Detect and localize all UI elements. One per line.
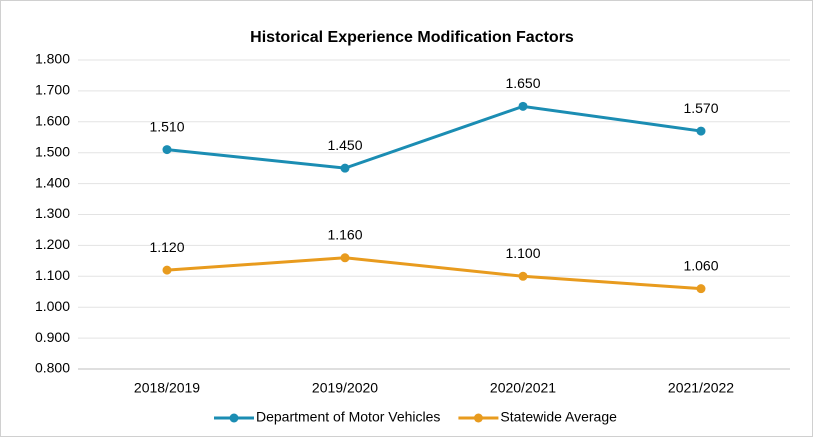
- series-line: [166, 256, 702, 291]
- legend-marker: [229, 413, 239, 423]
- y-tick-label: 0.900: [35, 329, 70, 345]
- data-point: [162, 145, 172, 155]
- data-point: [340, 253, 350, 263]
- x-tick-label: 2021/2022: [668, 380, 734, 396]
- x-tick-label: 2020/2021: [490, 380, 556, 396]
- data-label: 1.450: [327, 137, 362, 153]
- legend-label: Statewide Average: [500, 409, 617, 425]
- y-tick-label: 1.400: [35, 174, 70, 190]
- data-point: [518, 271, 528, 281]
- series-line: [166, 104, 702, 170]
- y-tick-label: 1.500: [35, 143, 70, 159]
- data-point: [696, 284, 706, 294]
- x-tick-label: 2018/2019: [134, 380, 200, 396]
- y-tick-label: 1.200: [35, 236, 70, 252]
- y-tick-label: 1.800: [35, 51, 70, 67]
- legend-marker: [473, 413, 483, 423]
- data-point: [696, 126, 706, 136]
- data-label: 1.650: [505, 75, 540, 91]
- y-tick-label: 1.300: [35, 205, 70, 221]
- data-label: 1.120: [149, 239, 184, 255]
- y-tick-label: 0.800: [35, 360, 70, 376]
- data-point: [162, 265, 172, 275]
- y-tick-label: 1.600: [35, 113, 70, 129]
- data-label: 1.570: [683, 100, 718, 116]
- data-label: 1.160: [327, 226, 362, 242]
- data-point: [518, 101, 528, 111]
- data-label: 1.100: [505, 245, 540, 261]
- data-label: 1.510: [149, 118, 184, 134]
- legend-label: Department of Motor Vehicles: [256, 409, 440, 425]
- data-label: 1.060: [683, 257, 718, 273]
- y-tick-label: 1.100: [35, 267, 70, 283]
- y-tick-label: 1.000: [35, 298, 70, 314]
- data-point: [340, 163, 350, 173]
- chart-title: Historical Experience Modification Facto…: [250, 29, 574, 46]
- x-tick-label: 2019/2020: [312, 380, 378, 396]
- y-tick-label: 1.700: [35, 82, 70, 98]
